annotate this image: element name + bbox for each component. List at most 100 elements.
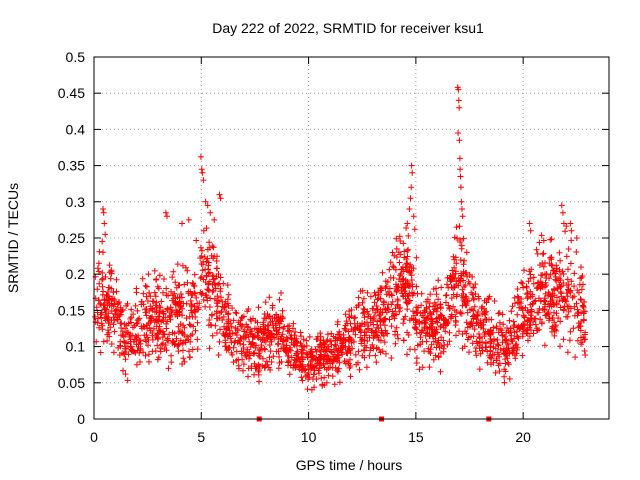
- data-point: [106, 284, 113, 291]
- data-point: [311, 384, 318, 391]
- data-point: [466, 297, 472, 304]
- data-point: [540, 250, 547, 257]
- data-point: [479, 339, 486, 345]
- data-point: [578, 286, 585, 293]
- data-point: [175, 323, 182, 330]
- data-point: [100, 288, 107, 295]
- data-point: [245, 373, 251, 380]
- data-point: [262, 315, 269, 322]
- data-point: [342, 337, 349, 344]
- data-point: [395, 249, 402, 256]
- data-point: [359, 336, 366, 343]
- data-point: [132, 302, 139, 309]
- data-point: [552, 322, 559, 329]
- data-point: [492, 345, 499, 352]
- data-point: [401, 248, 408, 255]
- data-point: [97, 300, 104, 307]
- data-point: [475, 309, 481, 315]
- data-point: [205, 286, 212, 293]
- y-tick-label: 0.35: [58, 158, 85, 174]
- data-point: [459, 213, 466, 220]
- data-point: [433, 305, 439, 312]
- data-point: [395, 335, 402, 342]
- data-point: [563, 253, 570, 260]
- data-point: [305, 376, 312, 383]
- data-point: [519, 352, 526, 359]
- data-point: [120, 367, 126, 374]
- data-point: [327, 348, 334, 355]
- data-point: [435, 354, 442, 361]
- data-point: [298, 333, 304, 340]
- data-point: [284, 336, 291, 343]
- data-point: [96, 324, 103, 331]
- data-point: [192, 290, 199, 297]
- data-point: [225, 318, 232, 325]
- data-point: [251, 371, 257, 378]
- data-point: [285, 349, 292, 356]
- data-point: [473, 352, 480, 359]
- data-point: [535, 309, 542, 316]
- data-point: [578, 297, 585, 303]
- data-point: [149, 330, 156, 336]
- data-point: [536, 295, 542, 302]
- data-point: [175, 329, 182, 336]
- data-point: [213, 265, 220, 272]
- data-point: [407, 195, 414, 202]
- y-tick-label: 0.2: [66, 266, 86, 282]
- data-point: [393, 254, 400, 261]
- data-point: [221, 323, 228, 330]
- data-point: [514, 286, 521, 292]
- data-point: [232, 309, 239, 316]
- data-point: [528, 266, 535, 273]
- data-point: [143, 312, 150, 319]
- data-point: [198, 166, 205, 173]
- data-point: [229, 305, 236, 312]
- data-point: [437, 324, 444, 330]
- data-point: [457, 237, 464, 243]
- data-point: [194, 346, 201, 353]
- data-point: [343, 358, 350, 365]
- data-point: [143, 322, 150, 329]
- data-point: [165, 337, 172, 344]
- data-point: [304, 386, 311, 393]
- data-point: [267, 348, 274, 355]
- data-point: [552, 270, 558, 277]
- data-point: [495, 342, 502, 349]
- data-point: [527, 288, 534, 295]
- data-point: [214, 253, 220, 260]
- data-point: [316, 365, 323, 372]
- data-point: [570, 325, 577, 332]
- data-point: [272, 322, 279, 329]
- data-point: [174, 261, 181, 268]
- data-point: [389, 249, 396, 256]
- data-point: [393, 283, 400, 290]
- data-point: [110, 314, 117, 321]
- data-point: [469, 291, 476, 298]
- data-point: [565, 308, 572, 315]
- data-point: [563, 290, 570, 297]
- data-point: [451, 307, 458, 314]
- data-point: [459, 286, 466, 293]
- data-point: [452, 268, 459, 275]
- data-point: [254, 319, 261, 326]
- data-point: [472, 291, 479, 297]
- data-point: [369, 341, 376, 348]
- data-point: [116, 352, 123, 358]
- data-point: [143, 293, 150, 300]
- data-point: [528, 306, 535, 313]
- data-point: [564, 276, 571, 283]
- data-point: [547, 236, 554, 243]
- data-point: [217, 274, 224, 281]
- data-point: [410, 308, 416, 315]
- data-point: [319, 381, 326, 388]
- data-point: [323, 358, 330, 365]
- data-point: [125, 351, 132, 358]
- data-point: [273, 348, 280, 355]
- data-point: [287, 344, 293, 351]
- data-point: [230, 359, 237, 366]
- data-point: [547, 271, 554, 278]
- data-point: [217, 326, 223, 333]
- data-point: [94, 319, 101, 326]
- data-point: [120, 350, 127, 357]
- data-point: [502, 368, 509, 375]
